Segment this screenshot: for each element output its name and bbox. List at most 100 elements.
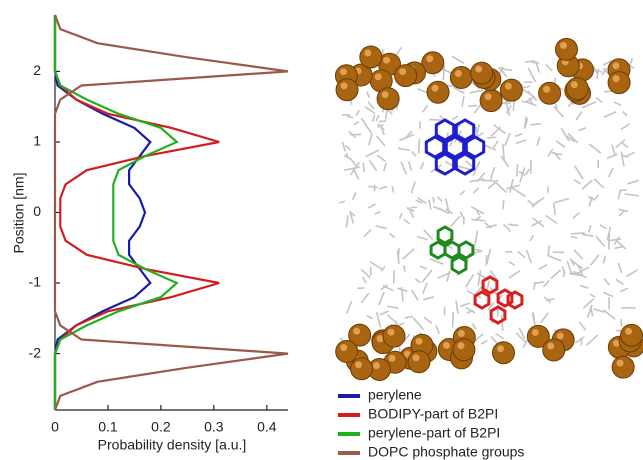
lipid-tail [387,305,399,309]
lipid-tail [471,218,486,222]
lipid-tail [375,225,387,230]
phosphate-sphere [470,61,494,85]
lipid-tail [367,203,376,209]
lipid-tail [573,249,584,260]
lipid-tail [582,298,595,309]
lipid-tail [573,178,582,185]
lipid-tail [514,133,523,138]
lipid-tail [545,214,558,225]
lipid-tail [379,185,388,190]
lipid-tail [508,223,519,227]
lipid-tail [472,187,480,194]
lipid-tail [386,314,397,324]
lipid-tail [539,312,549,324]
lipid-tail [494,181,507,194]
lipid-tail [422,282,428,294]
lipid-tail [475,208,481,216]
x-tick-label: 0 [51,419,59,435]
lipid-tail [516,163,519,177]
lipid-tail [483,144,497,151]
perylene-part-ring [457,240,475,260]
lipid-tail [419,265,427,270]
lipid-tail [399,133,415,142]
lipid-tail [589,293,596,298]
lipid-tail [437,196,443,202]
lipid-tail [522,338,529,348]
lipid-tail [400,286,404,302]
lipid-tail [459,190,466,196]
sphere-highlight [616,359,624,367]
lipid-tail [519,167,526,183]
lipid-tail [618,209,626,217]
lipid-tail [402,265,406,272]
y-tick-label: -2 [29,344,42,360]
lipid-tail [529,234,535,242]
x-tick-label: 0.2 [151,419,171,435]
lipid-tail [532,217,545,228]
lipid-tail [485,224,498,229]
lipid-tail [578,127,587,132]
phosphate-sphere [359,45,383,69]
lipid-tail [619,287,629,293]
perylene-ring [454,118,476,142]
lipid-tail [412,317,425,331]
lipid-tail [521,88,530,95]
lipid-tail [349,211,356,217]
phosphate-sphere [607,71,631,95]
lipid-tail [449,215,461,228]
lipid-tail [469,89,484,94]
lipid-tail [345,152,350,159]
lipid-tail [602,59,612,66]
lipid-tail [505,105,512,114]
series-line [53,15,220,410]
lipid-tail [364,123,373,134]
lipid-tail [606,226,612,240]
lipid-tail [601,67,608,76]
lipid-tail [511,187,526,198]
lipid-tail [554,197,570,204]
lipid-tail [531,220,543,227]
sphere-highlight [442,341,450,349]
lipid-tail [367,133,373,146]
lipid-tail [453,86,465,95]
lipid-tail [593,178,605,189]
lipid-tail [593,308,605,313]
series-line [53,15,152,410]
lipid-tail [502,199,505,210]
lipid-tail [432,205,447,213]
sphere-highlight [612,339,620,347]
lipid-tail [451,115,459,121]
phosphate-sphere [542,338,566,362]
lipid-tail [504,132,511,146]
lipid-tail [410,289,419,301]
lipid-tail [415,199,423,204]
lipid-tail [480,339,488,345]
lipid-tail [485,255,488,266]
lipid-tail [380,284,389,291]
series-line [53,15,179,410]
lipid-tail [414,278,421,284]
sphere-highlight [412,354,420,362]
lipid-tail [362,163,366,173]
lipid-tail [589,254,600,266]
lipid-tail [467,104,477,108]
lipid-tail [534,60,540,73]
lipid-tail [476,124,480,134]
lipid-tail [578,321,587,331]
lipid-tail [421,269,433,283]
lipid-tail [589,305,594,317]
lipid-tail [524,168,531,176]
sphere-highlight [556,332,564,340]
lipid-tail [624,193,640,197]
y-axis-label: Position [nm] [11,173,27,254]
lipid-tail [475,333,484,342]
sphere-highlight [543,85,551,93]
phosphate-sphere [335,78,359,102]
perylene-ring [464,135,486,159]
phosphate-sphere [620,323,643,347]
series-line [53,14,289,411]
lipid-tail [437,271,451,279]
lipid-tail [391,185,395,193]
lipid-tail [515,139,527,145]
lipid-tail [547,254,562,262]
